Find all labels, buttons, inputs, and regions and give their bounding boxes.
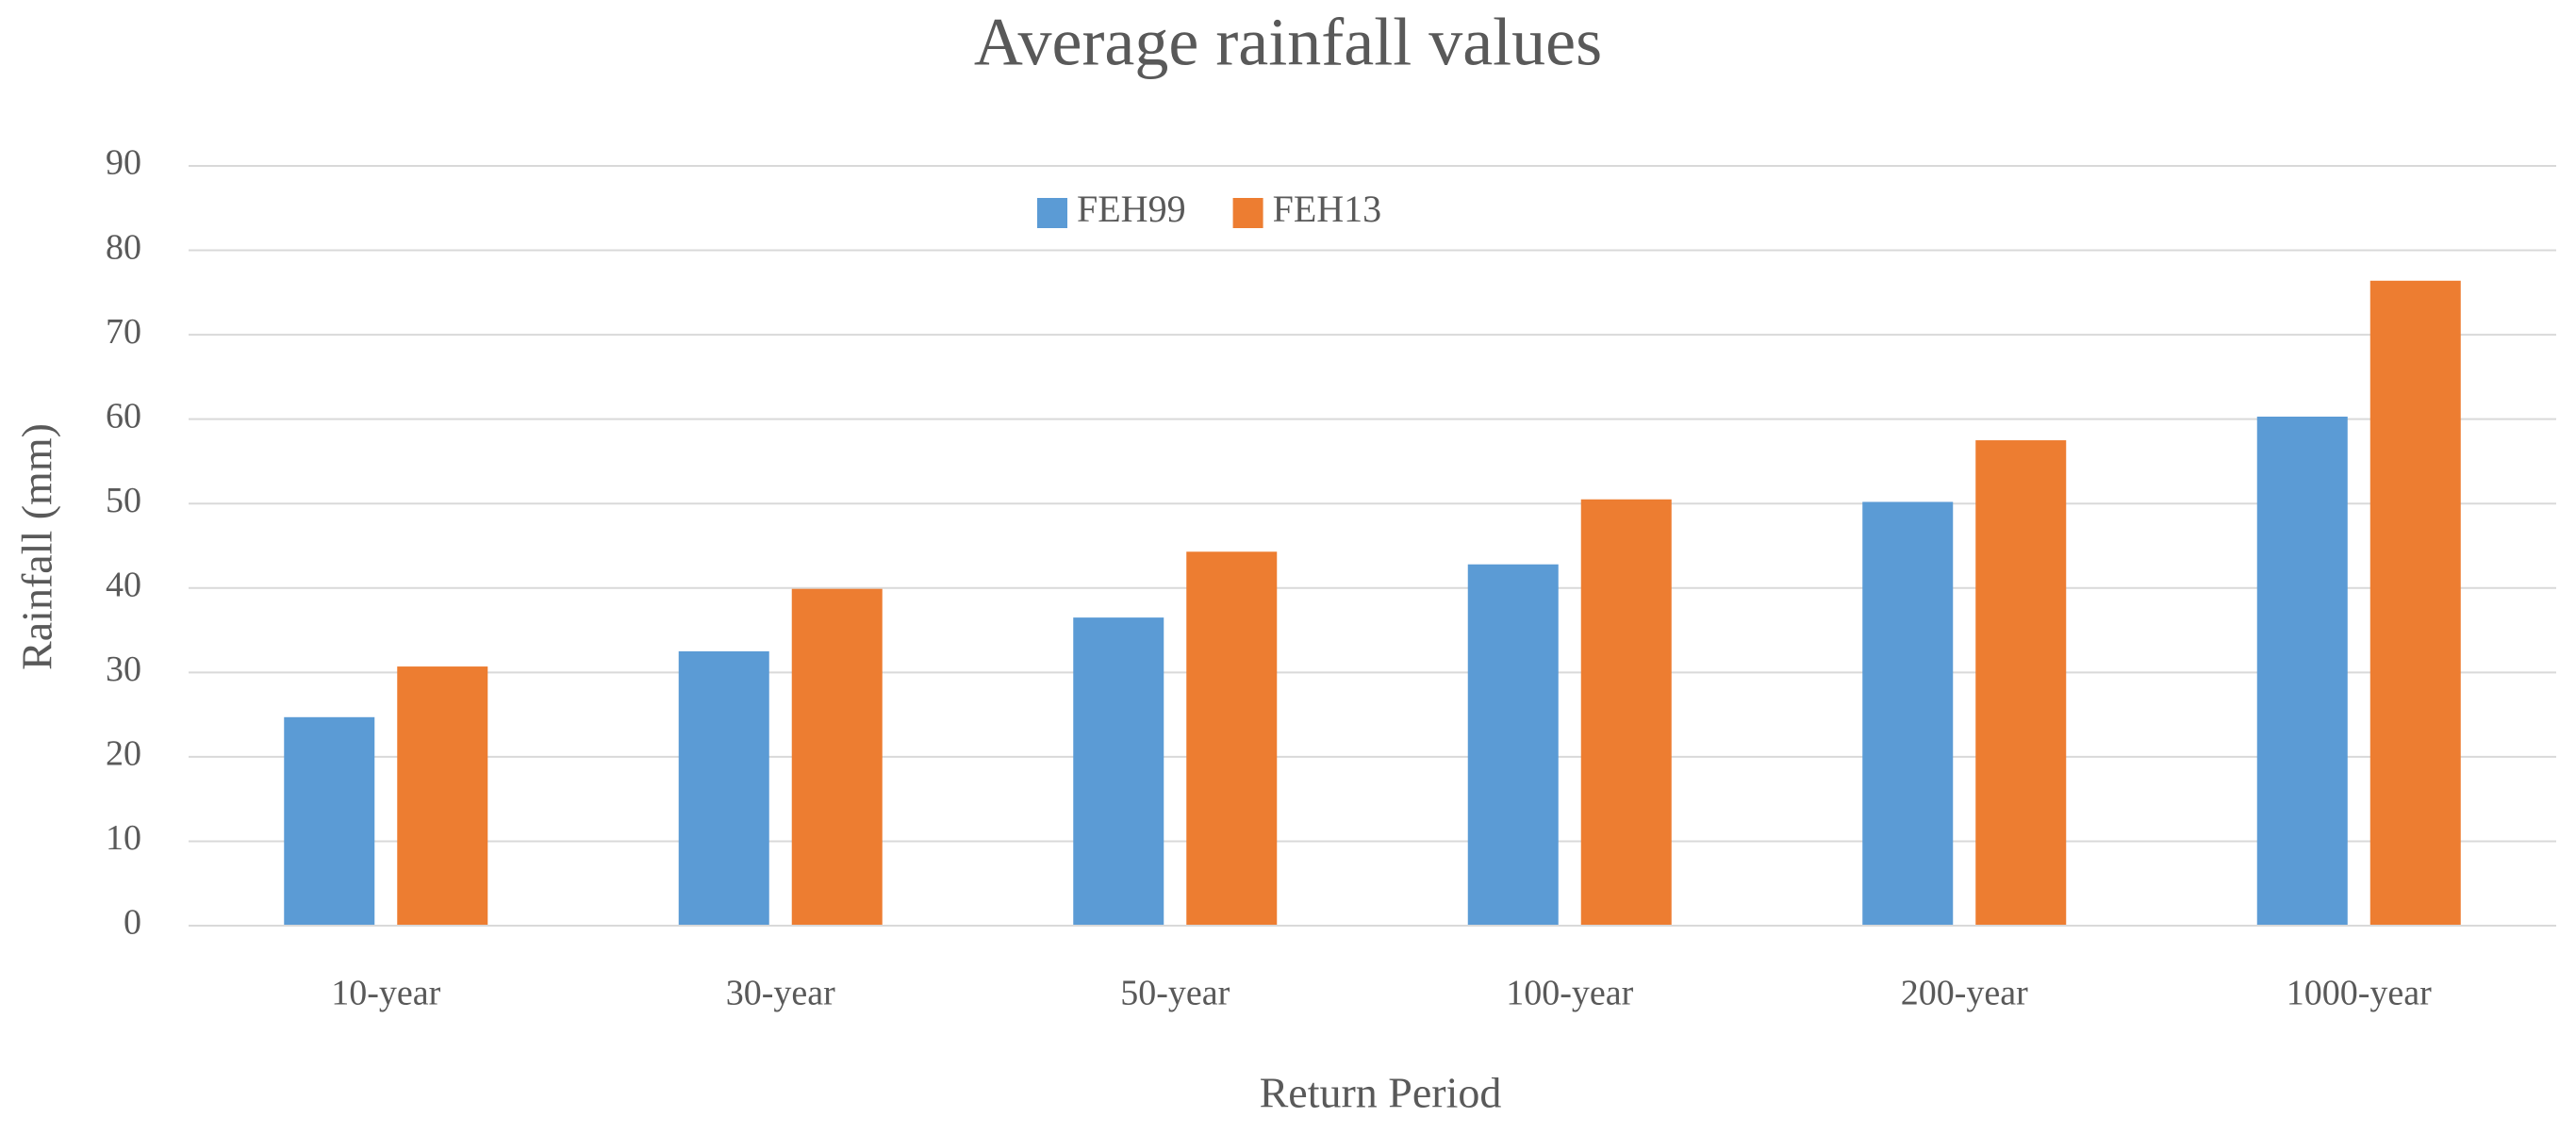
y-tick-label: 50 <box>106 481 141 520</box>
legend-label: FEH99 <box>1077 188 1186 230</box>
bar <box>791 588 883 926</box>
y-tick-label: 90 <box>106 143 141 183</box>
bar <box>1580 499 1672 926</box>
y-tick-label: 80 <box>106 227 141 267</box>
y-tick-label: 0 <box>124 903 141 943</box>
y-tick-label: 20 <box>106 734 141 774</box>
bar <box>284 716 375 926</box>
x-tick-label: 100-year <box>1506 974 1633 1013</box>
bar <box>1467 564 1559 926</box>
bar <box>2370 280 2461 927</box>
x-axis-title: Return Period <box>1260 1069 1502 1117</box>
y-axis-title: Rainfall (mm) <box>13 423 61 670</box>
y-tick-label: 70 <box>106 312 141 352</box>
y-tick-label: 30 <box>106 649 141 689</box>
chart-title: Average rainfall values <box>974 5 1602 80</box>
x-tick-label: 30-year <box>726 974 835 1013</box>
bar <box>678 650 769 926</box>
bar <box>1073 617 1164 926</box>
y-tick-label: 10 <box>106 818 141 858</box>
y-tick-label: 40 <box>106 565 141 604</box>
x-tick-label: 1000-year <box>2287 974 2432 1013</box>
x-tick-label: 10-year <box>331 974 440 1013</box>
bar <box>1186 551 1278 926</box>
legend-swatch <box>1037 198 1067 228</box>
bar <box>397 666 488 926</box>
bar <box>1862 501 1954 926</box>
bar <box>1975 440 2067 926</box>
x-tick-label: 50-year <box>1120 974 1230 1013</box>
legend-swatch <box>1232 198 1263 228</box>
y-tick-label: 60 <box>106 396 141 436</box>
bar <box>2256 416 2348 927</box>
x-tick-label: 200-year <box>1901 974 2028 1013</box>
legend-label: FEH13 <box>1273 188 1382 230</box>
